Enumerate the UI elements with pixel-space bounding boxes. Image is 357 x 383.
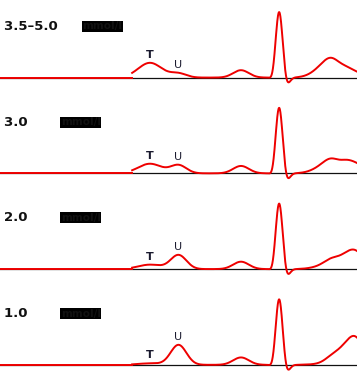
- Text: T: T: [146, 350, 154, 360]
- Text: T: T: [146, 151, 154, 161]
- Text: U: U: [175, 242, 182, 252]
- Text: T: T: [146, 50, 154, 60]
- Text: mmol/l: mmol/l: [61, 117, 101, 127]
- Text: 3.0: 3.0: [4, 116, 32, 129]
- Text: 2.0: 2.0: [4, 211, 32, 224]
- Text: mmol/l: mmol/l: [61, 309, 101, 319]
- Text: U: U: [175, 152, 182, 162]
- Text: mmol/l: mmol/l: [61, 213, 101, 223]
- Text: 1.0: 1.0: [4, 307, 32, 320]
- Text: mmol/l: mmol/l: [82, 21, 122, 31]
- Text: U: U: [175, 332, 182, 342]
- Text: T: T: [146, 252, 154, 262]
- Text: U: U: [175, 60, 182, 70]
- Text: 3.5–5.0: 3.5–5.0: [4, 20, 62, 33]
